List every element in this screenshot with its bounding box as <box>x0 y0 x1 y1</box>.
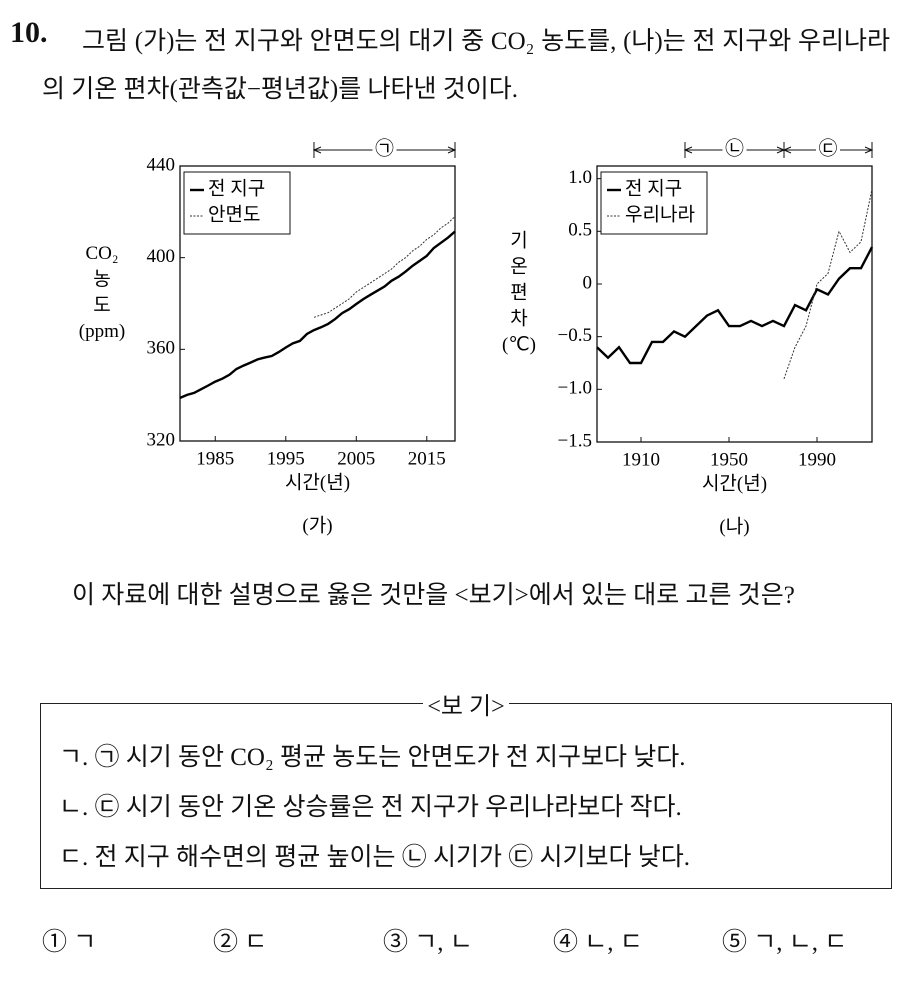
span-label-bg <box>372 140 397 160</box>
y-axis-label: CO₂ <box>85 243 118 264</box>
x-tick-label: 1910 <box>622 449 660 470</box>
span-label-bg <box>816 140 840 160</box>
span-label: ㉡ <box>725 137 744 159</box>
y-tick-label: −1.0 <box>558 378 592 399</box>
series-line <box>596 246 874 365</box>
y-tick-label: 440 <box>147 154 176 175</box>
span-label-bg <box>722 140 747 160</box>
span-label: ㉢ <box>818 137 837 159</box>
legend-label: 전 지구 <box>625 177 682 199</box>
y-tick-label: 1.0 <box>568 167 592 188</box>
legend-box <box>600 171 708 235</box>
answer-choice[interactable]: ③ ㄱ, ㄴ <box>383 929 473 956</box>
y-tick-label: 360 <box>147 338 176 359</box>
y-axis-label: 도 <box>93 295 110 316</box>
series-line <box>179 230 456 400</box>
y-axis-label: (℃) <box>502 334 536 355</box>
y-axis-label: 차 <box>510 307 527 329</box>
y-tick-label: 320 <box>147 429 176 450</box>
box-title: <보 기> <box>423 694 509 720</box>
legend-label: 안면도 <box>208 203 260 225</box>
answer-choice[interactable]: ② ㄷ <box>213 929 268 956</box>
question-number: 10. <box>10 16 48 49</box>
charts: 320 360 400 440 1985 1995 2005 2015 CO₂ 농도 (ppm) 시간… <box>79 137 874 537</box>
box-title-wrap: <보 기> <box>41 686 891 721</box>
chart-caption: (가) <box>302 514 332 536</box>
legend-label: 전 지구 <box>208 177 265 199</box>
x-axis-label: 시간(년) <box>285 471 350 493</box>
y-axis-label: 편 <box>510 281 527 303</box>
answer-choice[interactable]: ① ㄱ <box>42 929 97 956</box>
y-tick-label: 400 <box>147 246 176 267</box>
x-tick-label: 1950 <box>710 449 748 470</box>
plot-frame <box>596 165 873 443</box>
question-stem: 그림 (가)는 전 지구와 안면도의 대기 중 CO₂ 농도를, (나)는 전 … <box>42 28 890 103</box>
series-line <box>783 189 873 379</box>
span-label: ㉠ <box>375 137 394 159</box>
x-tick-label: 2015 <box>408 448 446 469</box>
y-tick-label: 0.5 <box>568 220 592 241</box>
y-axis-label: 기 <box>510 229 527 251</box>
y-axis-label: 농 <box>93 268 110 290</box>
x-tick-label: 2005 <box>337 448 375 469</box>
box-item: ㄱ. ㉠ 시기 동안 CO₂ 평균 농도는 안면도가 전 지구보다 낮다. <box>59 744 686 771</box>
series-line <box>313 216 456 318</box>
chart-caption: (나) <box>719 515 749 537</box>
y-axis-label: 온 <box>510 256 527 277</box>
question-prompt: 이 자료에 대한 설명으로 옳은 것만을 <보기>에서 있는 대로 고른 것은? <box>72 582 795 609</box>
answer-choice[interactable]: ④ ㄴ, ㄷ <box>553 929 643 956</box>
x-tick-label: 1995 <box>267 448 305 469</box>
x-tick-label: 1990 <box>798 449 836 470</box>
y-tick-label: −1.5 <box>558 430 592 451</box>
y-axis-label: (ppm) <box>79 321 125 342</box>
legend-box <box>183 171 291 235</box>
x-tick-label: 1985 <box>196 448 234 469</box>
answer-choice[interactable]: ⑤ ㄱ, ㄴ, ㄷ <box>722 929 848 956</box>
box-item: ㄷ. 전 지구 해수면의 평균 높이는 ㉡ 시기가 ㉢ 시기보다 낮다. <box>59 844 691 871</box>
legend-label: 우리나라 <box>625 203 695 225</box>
y-tick-label: 0 <box>583 272 593 293</box>
y-tick-label: −0.5 <box>558 325 592 346</box>
box-item: ㄴ. ㉢ 시기 동안 기온 상승률은 전 지구가 우리나라보다 작다. <box>59 794 682 821</box>
plot-frame <box>179 165 456 442</box>
choice-box: <보 기> ㄱ. ㉠ 시기 동안 CO₂ 평균 농도는 안면도가 전 지구보다 … <box>40 694 892 889</box>
x-axis-label: 시간(년) <box>702 472 767 494</box>
